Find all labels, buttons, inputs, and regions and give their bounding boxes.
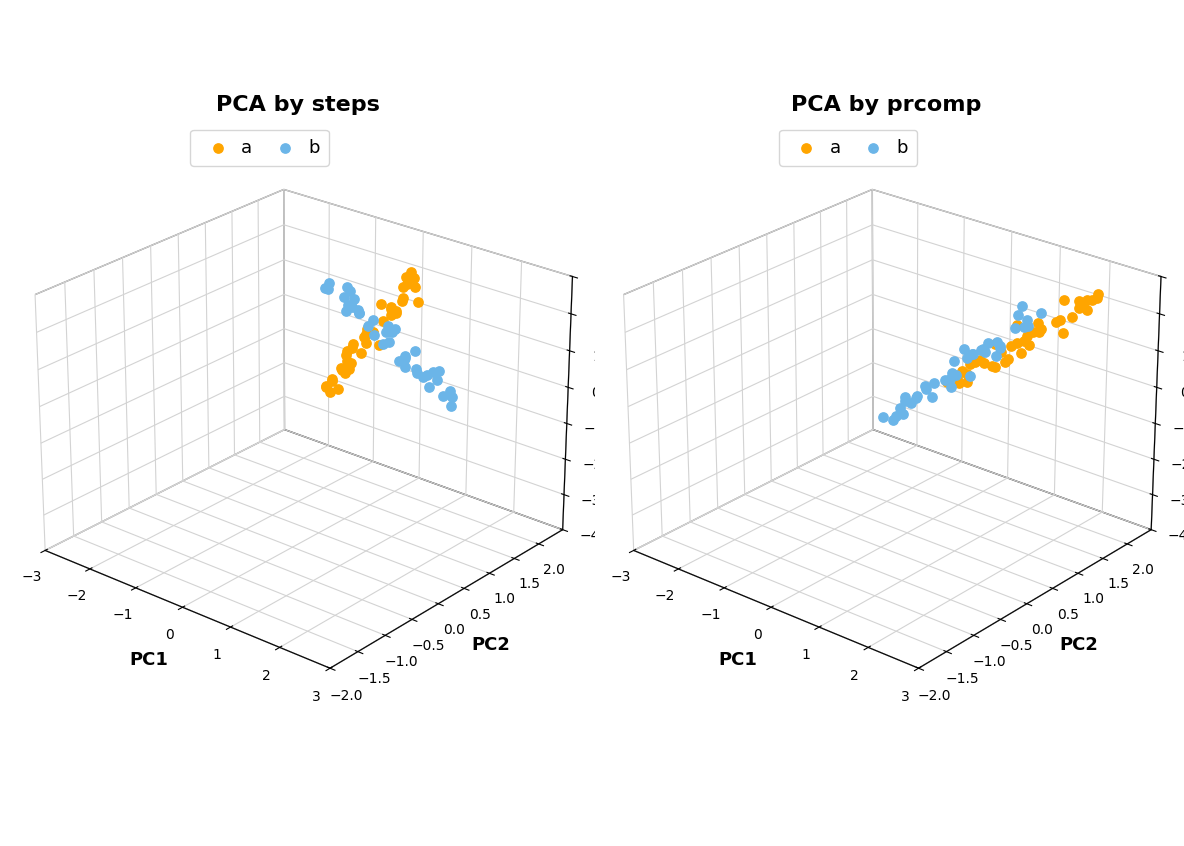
X-axis label: PC1: PC1 <box>129 651 168 669</box>
Legend: a, b: a, b <box>779 129 918 166</box>
Title: PCA by prcomp: PCA by prcomp <box>791 96 982 115</box>
Y-axis label: PC2: PC2 <box>1060 636 1099 654</box>
Y-axis label: PC2: PC2 <box>471 636 510 654</box>
Title: PCA by steps: PCA by steps <box>215 96 380 115</box>
Legend: a, b: a, b <box>191 129 329 166</box>
X-axis label: PC1: PC1 <box>718 651 757 669</box>
